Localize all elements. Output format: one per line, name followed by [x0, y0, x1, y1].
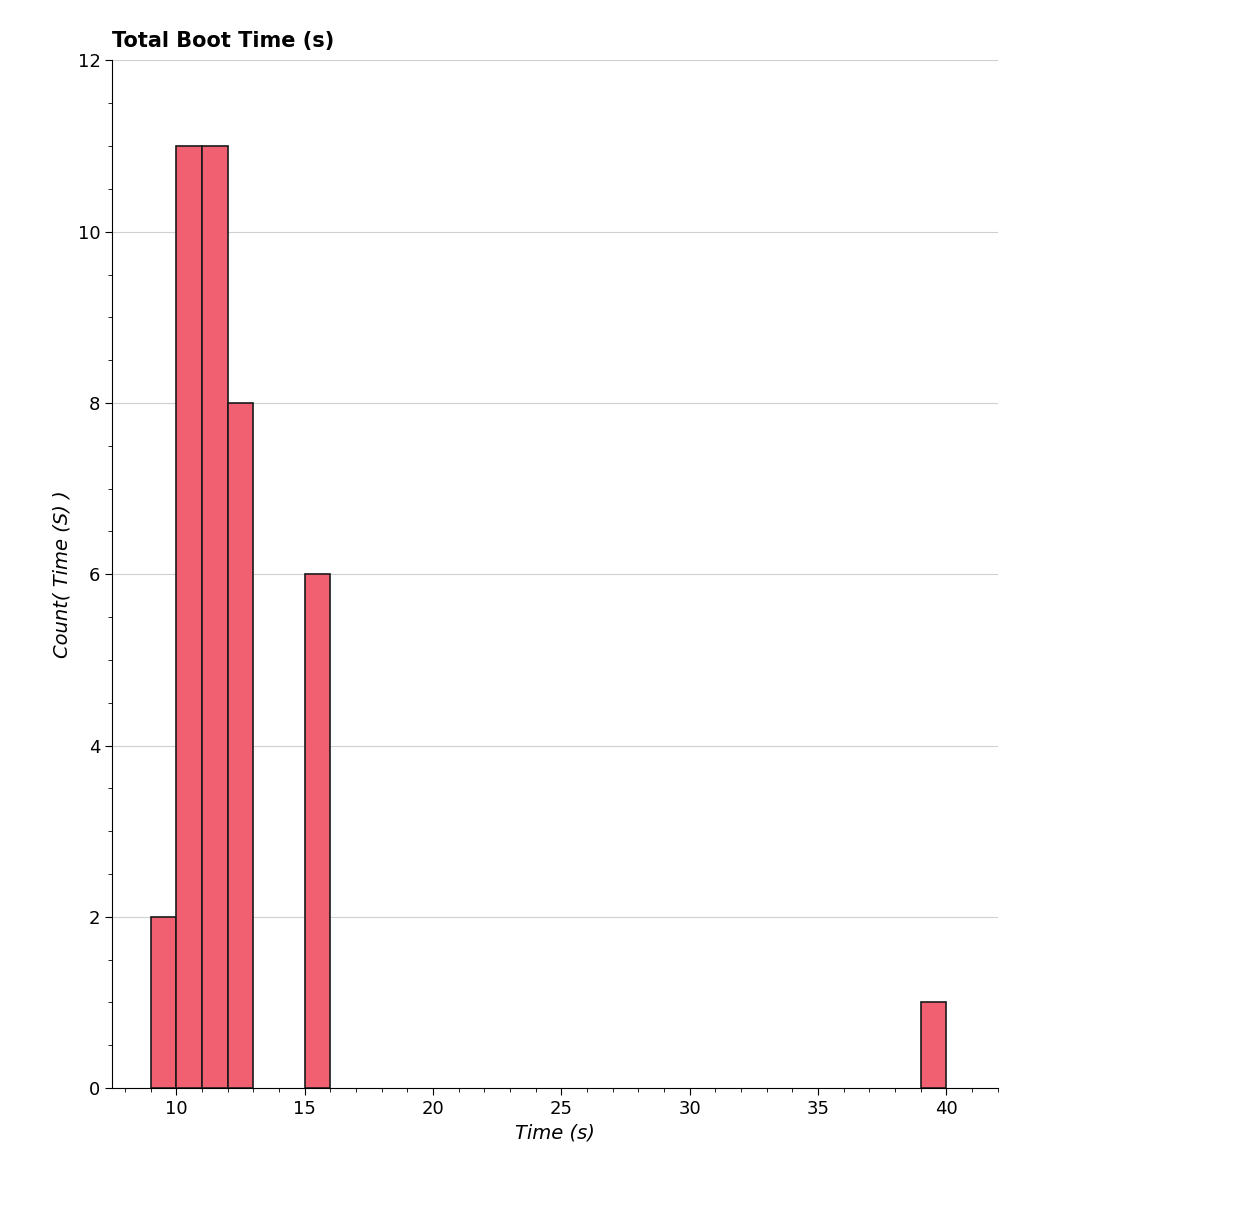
Y-axis label: Count( Time (S) ): Count( Time (S) ) [52, 491, 72, 658]
X-axis label: Time (s): Time (s) [515, 1123, 595, 1143]
Bar [920, 1002, 946, 1088]
Bar [304, 574, 330, 1088]
Bar [176, 146, 202, 1088]
Bar [151, 916, 176, 1088]
Bar [228, 403, 253, 1088]
Bar [202, 146, 228, 1088]
Text: Total Boot Time (s): Total Boot Time (s) [112, 30, 334, 51]
